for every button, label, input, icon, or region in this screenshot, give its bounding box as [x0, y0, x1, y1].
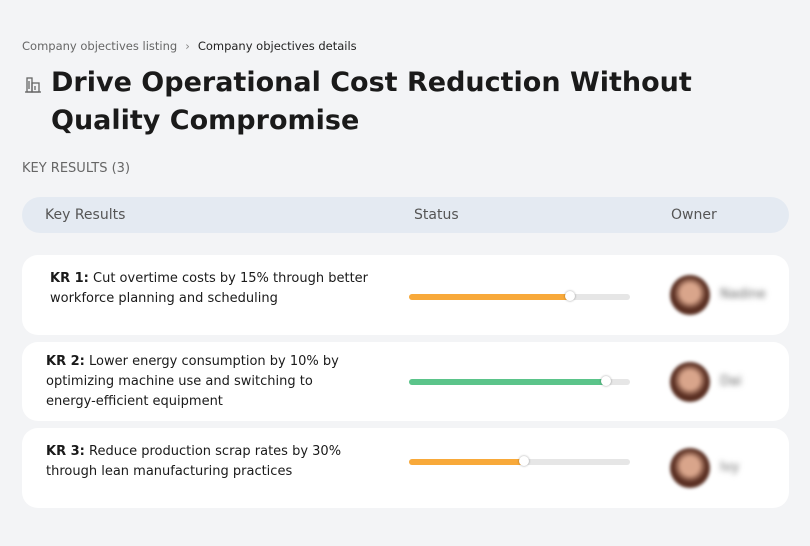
owner-avatar	[670, 448, 710, 488]
progress-track	[409, 456, 630, 466]
progress-track	[409, 291, 630, 301]
owner-name: Dai	[720, 373, 742, 389]
key-result-description: Cut overtime costs by 15% through better…	[50, 271, 369, 306]
key-result-label: KR 1:	[50, 271, 89, 286]
section-label: KEY RESULTS (3)	[22, 161, 131, 176]
header-cell: Key Results	[45, 207, 126, 223]
key-result-text: KR 3: Reduce production scrap rates by 3…	[46, 442, 366, 482]
key-result-description: Reduce production scrap rates by 30% thr…	[46, 444, 342, 479]
progress-fill	[409, 459, 524, 465]
key-result-label: KR 3:	[46, 444, 85, 459]
breadcrumb: Company objectives listing › Company objec…	[22, 39, 357, 53]
progress-knob	[518, 456, 529, 466]
owner-avatar	[670, 275, 710, 315]
key-result-text: KR 2: Lower energy consumption by 10% by…	[46, 352, 366, 412]
separator: ›	[185, 39, 190, 53]
key-result-card[interactable]: KR 1: Cut overtime costs by 15% through …	[22, 255, 789, 335]
key-result-text: KR 1: Cut overtime costs by 15% through …	[50, 269, 370, 309]
key-result-label: KR 2:	[46, 354, 85, 369]
header-cell: Owner	[671, 207, 717, 223]
progress-track	[409, 376, 630, 386]
key-result-description: Lower energy consumption by 10% by optim…	[46, 354, 339, 409]
progress-knob	[565, 291, 576, 301]
building-icon	[25, 77, 41, 93]
header-cell: Status	[414, 207, 459, 223]
breadcrumb-current: Company objectives details	[197, 39, 357, 53]
progress-fill	[409, 379, 606, 385]
table-header: Key Results Status Owner	[22, 197, 789, 233]
owner-name: Nadine	[720, 287, 766, 302]
key-result-card[interactable]: KR 2: Lower energy consumption by 10% by…	[22, 342, 789, 421]
breadcrumb-link[interactable]: Company objectives listing	[22, 39, 178, 53]
progress-fill	[409, 294, 571, 300]
title: Drive Operational Cost Reduction Without…	[51, 67, 692, 136]
progress-knob	[600, 376, 611, 386]
owner-name: Ivy	[720, 460, 740, 475]
owner-avatar	[670, 361, 710, 402]
key-result-card[interactable]: KR 3: Reduce production scrap rates by 3…	[22, 428, 789, 508]
